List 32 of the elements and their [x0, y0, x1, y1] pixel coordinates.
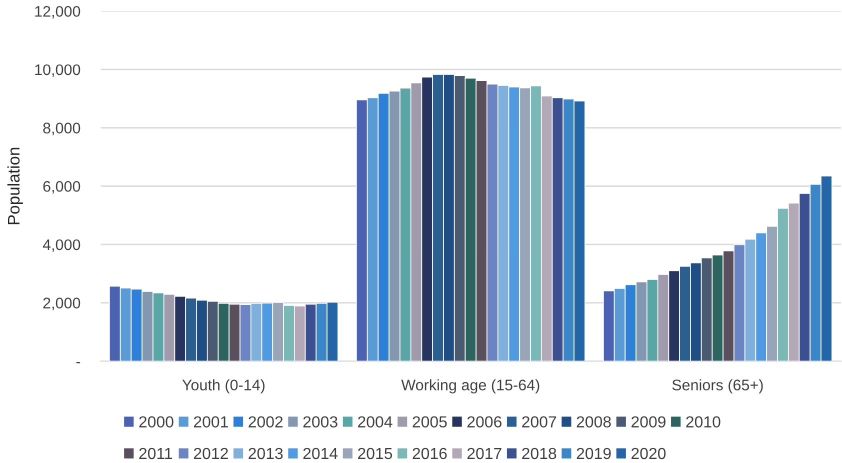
y-axis-title: Population	[7, 148, 23, 224]
y-tick-label: 10,000	[35, 64, 80, 77]
legend-label: 2010	[686, 416, 720, 428]
legend-label: 2007	[522, 416, 556, 428]
y-tick-label: 6,000	[43, 180, 80, 194]
legend-label: 2006	[467, 416, 502, 428]
legend-label: 2018	[522, 448, 556, 460]
legend-label: 2017	[467, 448, 502, 460]
legend-label: 2004	[358, 416, 392, 428]
y-tick-label: 12,000	[35, 6, 80, 19]
legend-label: 2001	[194, 416, 228, 428]
legend-label: 2014	[303, 448, 338, 460]
legend-label: 2012	[194, 448, 228, 460]
legend-label: 2000	[139, 416, 174, 428]
legend-label: 2016	[412, 448, 447, 460]
y-tick-label: 8,000	[43, 122, 80, 136]
legend-label: 2019	[576, 448, 611, 460]
legend-label: 2003	[303, 416, 338, 428]
legend-label: 2015	[358, 448, 392, 460]
legend-label: 2009	[632, 416, 666, 428]
x-tick-label: Youth (0-14)	[182, 379, 265, 394]
x-tick-label: Seniors (65+)	[672, 379, 763, 394]
legend-label: 2005	[412, 416, 447, 428]
legend-label: 2020	[632, 448, 666, 460]
legend-label: 2011	[139, 448, 172, 460]
legend-label: 2013	[248, 448, 283, 460]
y-tick-label: -	[76, 362, 80, 364]
legend-label: 2002	[248, 416, 283, 428]
legend-label: 2008	[576, 416, 611, 428]
x-tick-label: Working age (15-64)	[401, 379, 540, 394]
y-tick-label: 4,000	[42, 239, 80, 252]
y-tick-label: 2,000	[43, 298, 80, 310]
